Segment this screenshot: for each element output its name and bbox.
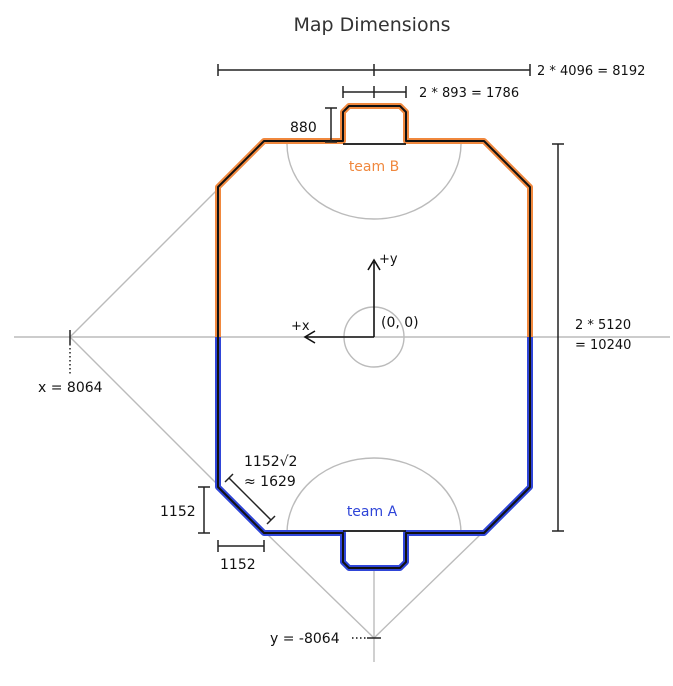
goal-width-dimension — [342, 86, 407, 98]
arena-wall-outline — [217, 105, 531, 569]
corner-vertical-dimension — [198, 486, 210, 534]
height-dimension — [552, 143, 564, 532]
corner-horizontal-label: 1152 — [220, 557, 256, 573]
height-label-line1: 2 * 5120 — [575, 318, 631, 333]
width-dimension — [217, 64, 531, 76]
x-point-label: x = 8064 — [38, 380, 103, 396]
team-b-label: team B — [349, 159, 399, 175]
goal-depth-label: 880 — [290, 120, 317, 136]
y-axis-arrow — [367, 258, 381, 337]
plus-x-label: +x — [291, 319, 310, 334]
team-a-label: team A — [347, 504, 398, 520]
width-dimension-label: 2 * 4096 = 8192 — [537, 64, 645, 79]
diagonal-corner-dimension — [224, 473, 276, 525]
height-label-line2: = 10240 — [575, 338, 631, 353]
extension-line-bottom-left — [265, 532, 375, 639]
team-b-goal-arc — [286, 143, 462, 220]
extension-line-bottom-right — [373, 532, 483, 639]
diagram-title: Map Dimensions — [293, 14, 450, 36]
plus-y-label: +y — [379, 252, 398, 267]
goal-depth-dimension — [325, 107, 337, 143]
corner-vertical-label: 1152 — [160, 504, 196, 520]
y-point-label: y = -8064 — [270, 631, 340, 647]
x-axis-arrow — [303, 330, 374, 344]
goal-width-label: 2 * 893 = 1786 — [419, 86, 519, 101]
diagonal-label-line1: 1152√2 — [244, 454, 297, 470]
origin-label: (0, 0) — [381, 315, 419, 331]
team-a-goal-arc — [286, 457, 462, 534]
corner-horizontal-dimension — [217, 540, 265, 552]
diagonal-label-line2: ≈ 1629 — [244, 474, 296, 490]
guide-lines — [14, 143, 670, 662]
extension-line-upper-left — [69, 186, 221, 338]
